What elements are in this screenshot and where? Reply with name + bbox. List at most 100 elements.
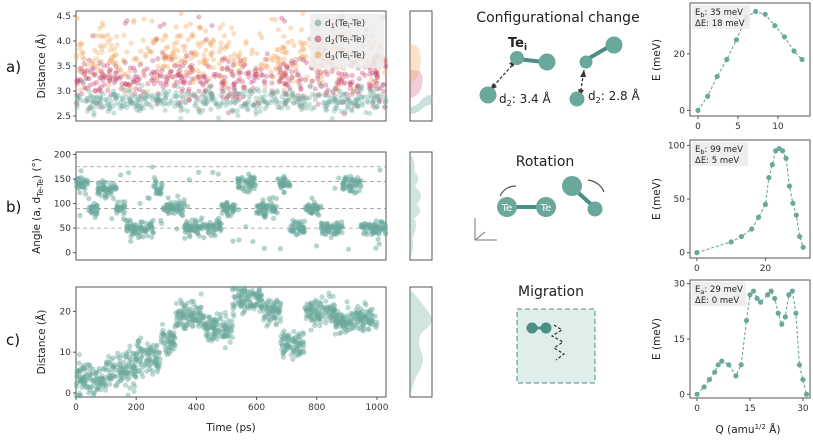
scatter-c-point xyxy=(130,380,136,387)
scatter-c-point xyxy=(153,354,159,361)
scatter-b-point xyxy=(102,179,109,185)
scatter-a-point xyxy=(103,96,109,103)
scatter-a-point xyxy=(162,107,168,113)
scatter-a-point xyxy=(382,64,388,70)
scatter-a-point xyxy=(119,96,125,102)
scatter-a-point xyxy=(317,72,323,78)
scatter-a-point xyxy=(240,94,246,100)
scatter-a-point xyxy=(300,57,307,63)
legend-a-items: d1(Tei-Te)d2(Tei-Te)d3(Tei-Te) xyxy=(314,19,365,62)
scatter-a-point xyxy=(281,60,287,66)
scatter-a-point xyxy=(187,69,194,76)
scatter-a-point xyxy=(269,73,275,80)
scatter-a-point xyxy=(358,94,364,100)
scatter-a-point xyxy=(173,24,179,30)
scatter-a-point xyxy=(201,60,207,66)
scatter-a-point xyxy=(374,74,381,80)
scatter-a-point xyxy=(118,67,124,73)
scatter-a-point xyxy=(299,42,305,49)
energy-c-point xyxy=(733,373,739,379)
scatter-a-point xyxy=(240,84,247,90)
scatter-a-point xyxy=(278,77,284,83)
scatter-a-point xyxy=(201,38,208,44)
scatter-b-point xyxy=(250,238,256,245)
scatter-a-point xyxy=(141,97,147,103)
scatter-a-point xyxy=(87,82,93,88)
scatter-a-point xyxy=(132,68,138,74)
scatter-a-point xyxy=(221,33,227,39)
scatter-a-point xyxy=(86,88,92,94)
scatter-c-point xyxy=(256,288,263,294)
scatter-a-point xyxy=(135,77,141,83)
scatter-b-point xyxy=(126,170,132,176)
scatter-a-point xyxy=(134,107,140,113)
scatter-a-point xyxy=(350,88,356,95)
scatter-a-point xyxy=(225,94,231,100)
ytick-label: 50 xyxy=(674,195,686,205)
scatter-a-point xyxy=(150,37,156,43)
scatter-a-point xyxy=(221,89,227,95)
scatter-a-point xyxy=(143,95,149,101)
scatter-c-point xyxy=(77,369,83,375)
scatter-c-point xyxy=(222,309,228,316)
scatter-c-point xyxy=(308,306,315,312)
scatter-a-point xyxy=(80,78,86,85)
scatter-a-point xyxy=(255,100,261,106)
ytick-label: 20 xyxy=(60,307,72,317)
scatter-b-point xyxy=(230,238,236,244)
scatter-a-point xyxy=(85,108,91,114)
scatter-a-point xyxy=(200,107,206,113)
atom-rot-bottom xyxy=(587,201,603,217)
scatter-a-point xyxy=(153,37,160,43)
scatter-a-point xyxy=(302,77,308,83)
scatter-a-point xyxy=(128,40,134,46)
scatter-c-point xyxy=(344,299,350,305)
scatter-a-point xyxy=(131,79,137,85)
scatter-a-point xyxy=(143,93,149,99)
scatter-a-point xyxy=(112,77,119,83)
scatter-a-point xyxy=(290,60,296,67)
scatter-a-point xyxy=(75,96,81,102)
scatter-c-point xyxy=(273,322,279,328)
scatter-a-point xyxy=(262,106,268,112)
scatter-a-point xyxy=(298,106,304,112)
scatter-a-point xyxy=(173,99,179,106)
scatter-a-point xyxy=(91,110,97,116)
scatter-c-point xyxy=(87,365,93,372)
scatter-c-point xyxy=(229,301,236,307)
energy-c-line xyxy=(696,289,808,395)
scatter-c-point xyxy=(230,305,236,312)
scatter-a-point xyxy=(197,24,203,30)
scatter-a-point xyxy=(160,84,166,90)
migration-box xyxy=(516,308,596,384)
scatter-a-point xyxy=(165,101,171,107)
scatter-a-point xyxy=(234,97,240,103)
scatter-a-point xyxy=(359,102,365,108)
scatter-a-point xyxy=(122,20,128,26)
energy-a-point xyxy=(714,73,720,80)
scatter-b-point xyxy=(311,207,317,213)
energy-c-point xyxy=(738,362,744,368)
scatter-a-point xyxy=(221,82,227,88)
scatter-a-point xyxy=(309,78,315,84)
scatter-b-point xyxy=(379,219,385,225)
scatter-a-point xyxy=(101,103,108,109)
scatter-c-point xyxy=(178,318,184,324)
density-a-teal xyxy=(409,95,433,114)
scatter-b-point xyxy=(313,243,320,249)
scatter-a-point xyxy=(231,51,238,57)
scatter-a-point xyxy=(208,43,215,49)
scatter-a-point xyxy=(137,62,143,68)
scatter-a-point xyxy=(285,82,291,88)
scatter-a-point xyxy=(381,69,388,76)
scatter-a-point xyxy=(303,53,309,59)
energy-c-point xyxy=(743,317,750,324)
scatter-a-point xyxy=(239,78,245,85)
scatter-a-point xyxy=(110,103,116,110)
scatter-b-point xyxy=(179,207,185,213)
scatter-c-point xyxy=(133,352,139,358)
scatter-b-point xyxy=(165,195,171,201)
scatter-a-point xyxy=(101,43,108,49)
scatter-a-point xyxy=(94,50,101,56)
